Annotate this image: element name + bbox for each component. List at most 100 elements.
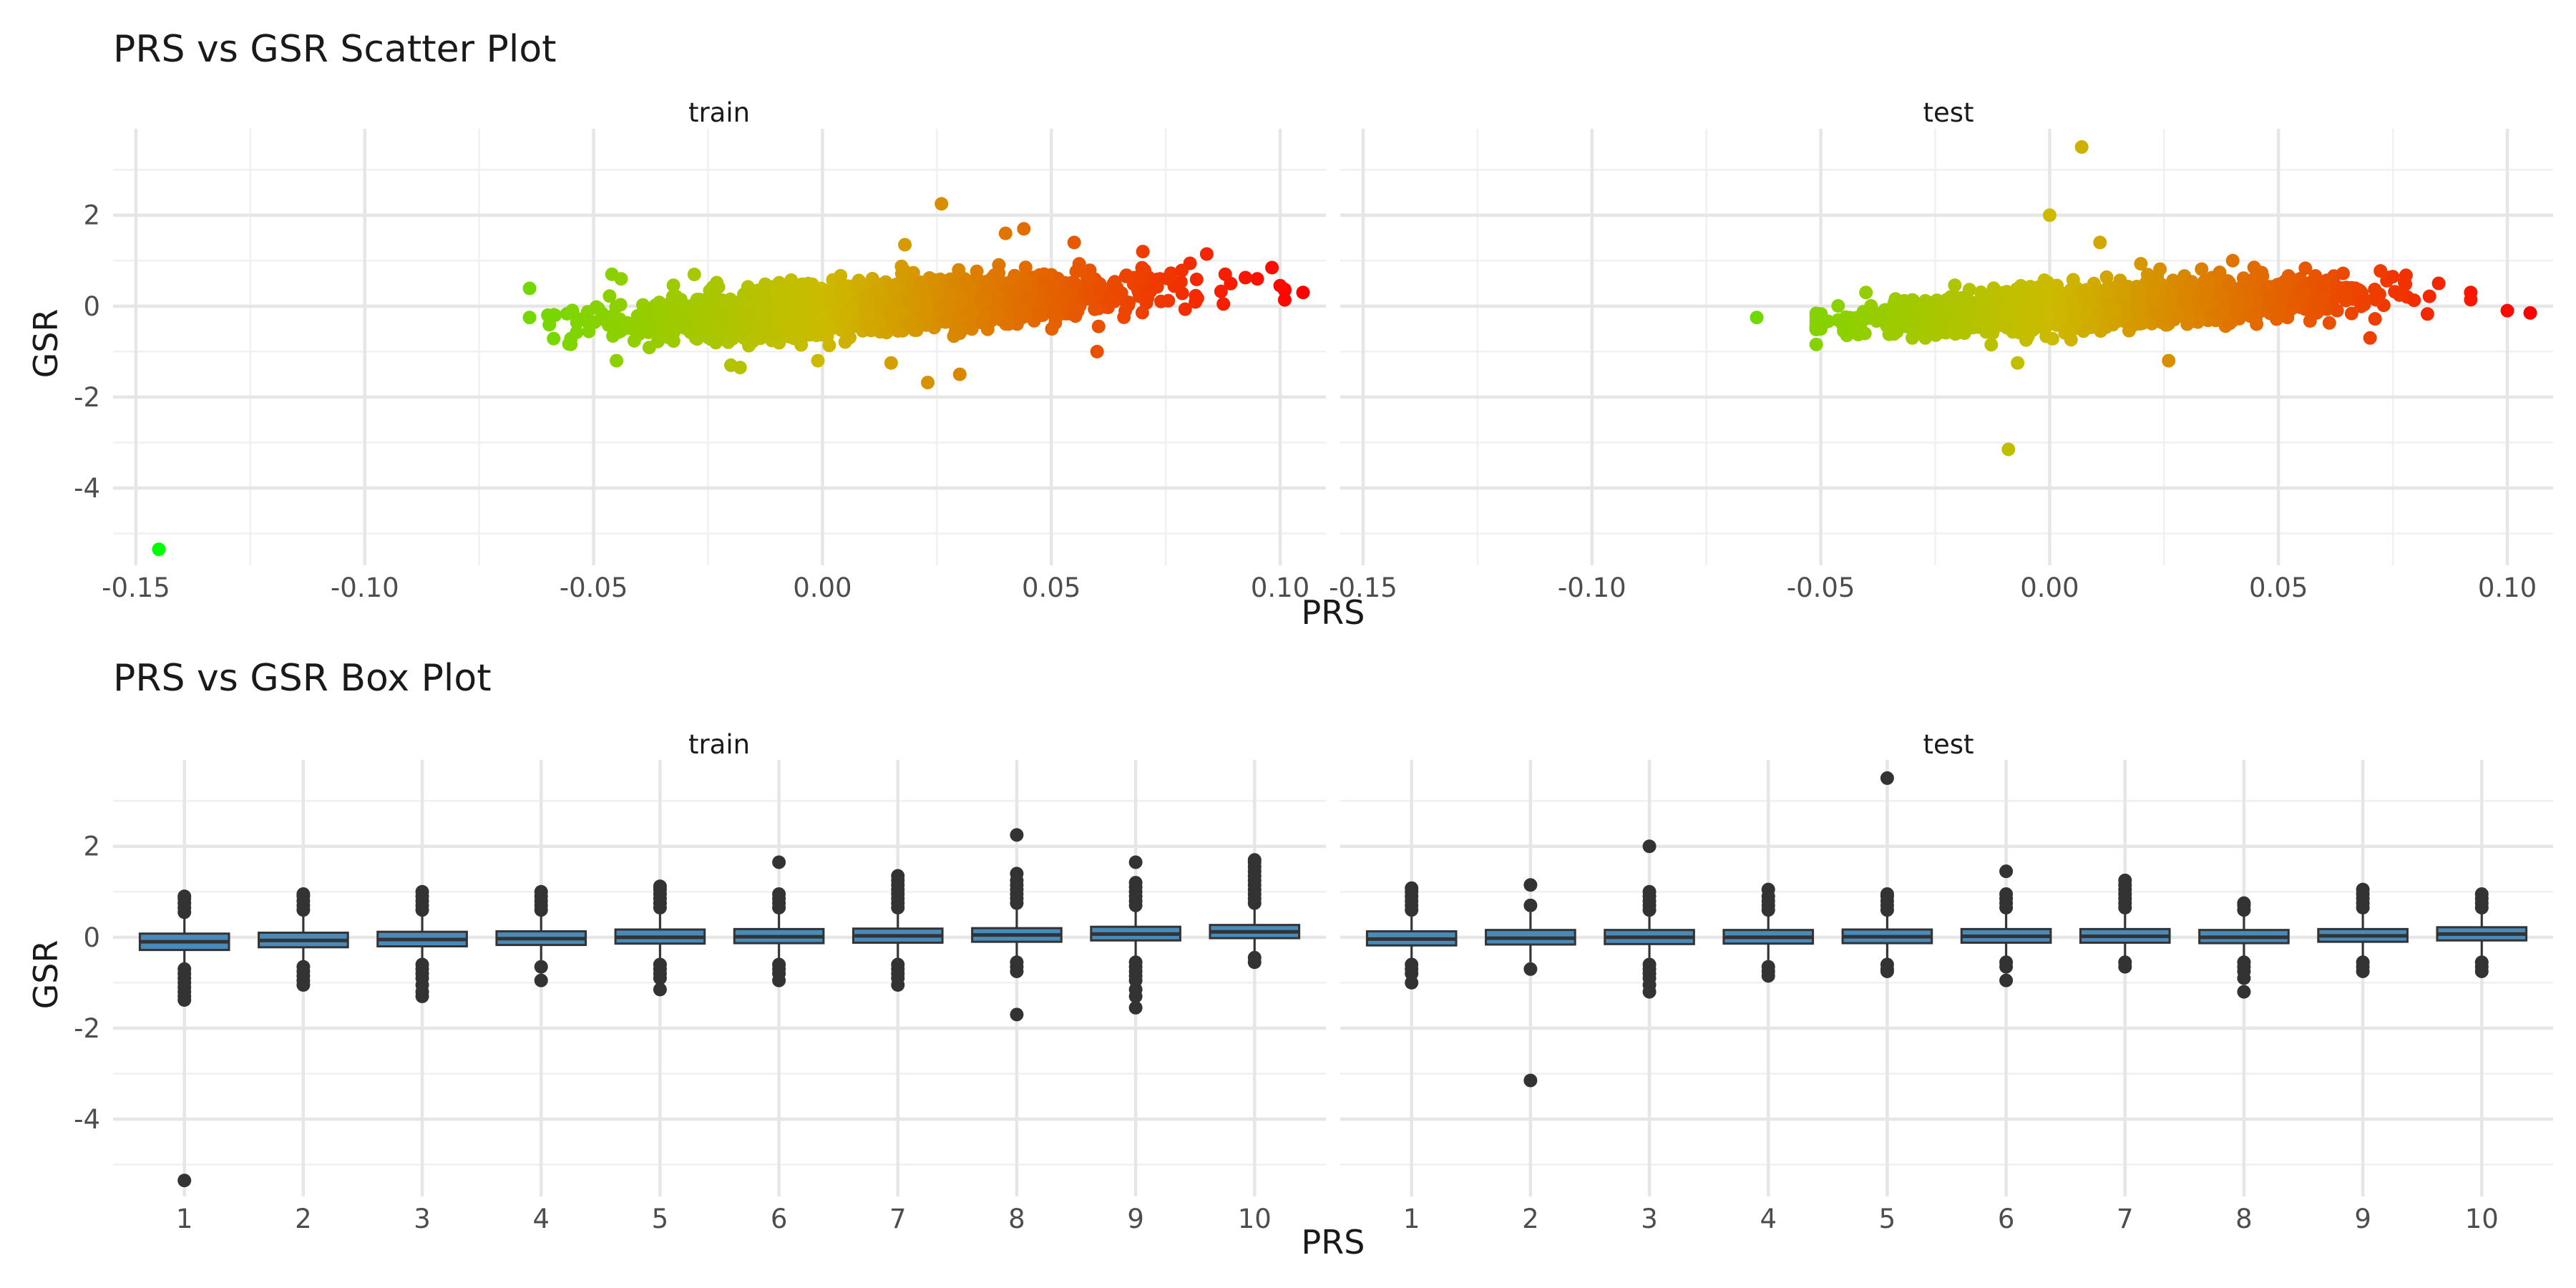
- scatter-point: [1189, 295, 1203, 309]
- scatter-point: [753, 331, 767, 346]
- scatter-x-axis-label: PRS: [1302, 593, 1365, 632]
- scatter-point: [1093, 281, 1108, 296]
- box-panel-train: 1 2 3 4 5 6 7 8 9 10-4-202: [74, 760, 1326, 1234]
- scatter-point: [2041, 275, 2055, 290]
- scatter-point: [839, 306, 854, 320]
- scatter-point: [2093, 235, 2107, 250]
- x-tick-label: 3: [1641, 1204, 1658, 1234]
- y-tick-label: -4: [74, 1104, 100, 1135]
- scatter-point: [733, 361, 747, 375]
- scatter-point: [1046, 305, 1060, 318]
- scatter-point: [2080, 286, 2094, 301]
- outlier-point: [1523, 878, 1538, 892]
- scatter-point: [2092, 305, 2106, 319]
- scatter-point: [1859, 286, 1873, 300]
- scatter-points: [1750, 140, 2537, 457]
- scatter-point: [738, 316, 753, 331]
- scatter-point: [1025, 286, 1038, 300]
- scatter-point: [2386, 270, 2400, 284]
- x-tick-label: 0.10: [2478, 572, 2537, 603]
- scatter-point: [653, 307, 668, 321]
- x-tick-label: 4: [1760, 1204, 1777, 1234]
- x-tick-label: 2: [1522, 1204, 1539, 1234]
- scatter-point: [2290, 298, 2305, 312]
- scatter-point: [751, 283, 765, 298]
- scatter-point: [2523, 306, 2537, 320]
- x-tick-label: 7: [2117, 1204, 2134, 1234]
- scatter-point: [2180, 284, 2195, 298]
- scatter-point: [742, 338, 756, 353]
- x-tick-label: 8: [2235, 1204, 2253, 1234]
- scatter-point: [710, 275, 724, 290]
- y-tick-label: 0: [83, 291, 100, 322]
- scatter-point: [2222, 275, 2236, 290]
- outlier-point: [1010, 828, 1024, 842]
- scatter-point: [945, 288, 960, 302]
- scatter-point: [2041, 306, 2056, 321]
- outlier-point: [415, 989, 429, 1003]
- scatter-point: [990, 308, 1005, 322]
- x-tick-label: 10: [2465, 1204, 2499, 1234]
- scatter-point: [2464, 286, 2478, 300]
- scatter-point: [2129, 302, 2144, 316]
- scatter-point: [1998, 307, 2012, 321]
- scatter-point: [952, 263, 966, 277]
- scatter-point: [1750, 311, 1764, 325]
- scatter-point: [1948, 278, 1962, 293]
- scatter-point: [2115, 286, 2129, 301]
- scatter-point: [921, 376, 935, 390]
- scatter-point: [852, 279, 867, 293]
- x-tick-label: 0.05: [2249, 572, 2308, 603]
- scatter-point: [2293, 287, 2308, 301]
- scatter-point: [708, 336, 723, 350]
- scatter-point: [1982, 320, 1996, 334]
- scatter-point: [2040, 291, 2054, 305]
- box-strip-train: train: [688, 729, 750, 760]
- scatter-point: [2019, 301, 2034, 316]
- scatter-y-axis-label: GSR: [26, 309, 65, 379]
- outlier-point: [415, 884, 429, 899]
- scatter-points: [152, 197, 1310, 557]
- strip-train: train: [688, 97, 750, 128]
- scatter-point: [666, 334, 680, 348]
- scatter-point: [2368, 312, 2382, 326]
- scatter-point: [1189, 273, 1204, 286]
- scatter-point: [919, 295, 932, 309]
- scatter-point: [992, 272, 1006, 286]
- scatter-point: [2039, 318, 2054, 333]
- scatter-point: [906, 298, 920, 311]
- y-tick-label: 2: [83, 831, 100, 862]
- scatter-point: [583, 316, 597, 331]
- scatter-point: [522, 281, 537, 296]
- box: [614, 879, 706, 997]
- x-tick-label: 0.00: [2020, 572, 2079, 603]
- scatter-point: [998, 226, 1013, 240]
- scatter-point: [935, 197, 949, 211]
- outlier-point: [1405, 975, 1419, 990]
- scatter-point: [1943, 290, 1958, 304]
- x-tick-label: -0.05: [560, 572, 628, 603]
- scatter-point: [1073, 262, 1087, 276]
- outlier-point: [296, 978, 311, 992]
- scatter-point: [2373, 264, 2388, 278]
- scatter-point: [2313, 292, 2328, 306]
- scatter-point: [1135, 306, 1149, 320]
- scatter-point: [769, 310, 784, 324]
- scatter-point: [2170, 306, 2185, 321]
- scatter-point: [2231, 296, 2245, 310]
- scatter-point: [2422, 289, 2436, 303]
- scatter-point: [709, 306, 723, 321]
- outlier-point: [1128, 1000, 1143, 1015]
- scatter-point: [2215, 303, 2229, 317]
- outlier-point: [653, 982, 667, 997]
- scatter-point: [2150, 305, 2164, 319]
- scatter-point: [2099, 270, 2114, 284]
- outlier-point: [177, 993, 192, 1007]
- scatter-point: [2100, 281, 2114, 296]
- outlier-point: [1523, 962, 1538, 976]
- scatter-point: [836, 288, 850, 303]
- scatter-point: [1890, 325, 1904, 339]
- scatter-point: [642, 341, 656, 355]
- scatter-point: [1010, 306, 1025, 319]
- scatter-point: [2001, 442, 2016, 457]
